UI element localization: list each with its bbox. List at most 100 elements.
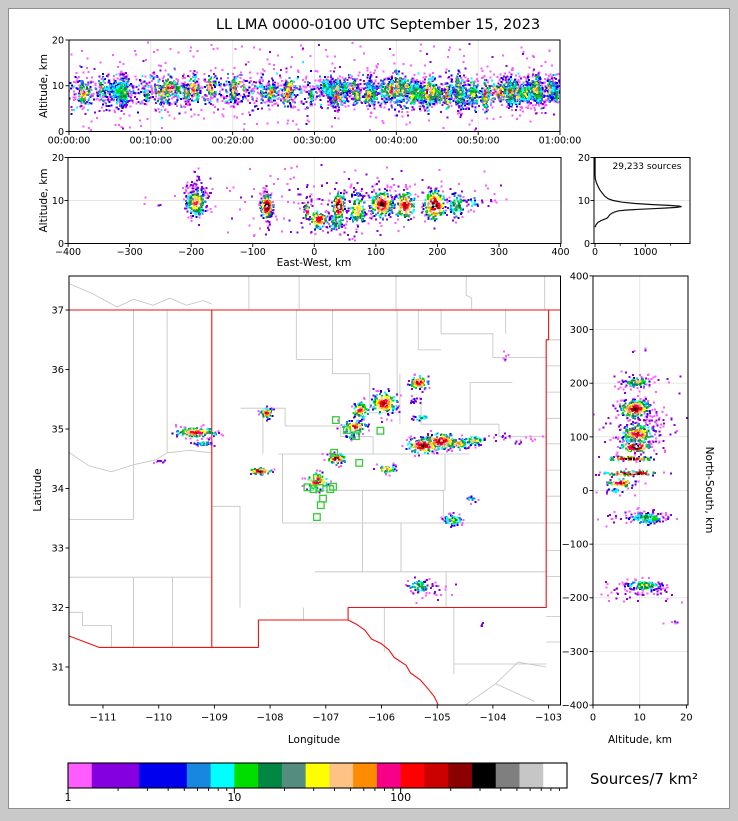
tick-label: 300 <box>570 325 589 336</box>
tick-label: −103 <box>535 713 562 724</box>
colorbar-segment <box>281 763 307 788</box>
tick-label: −400 <box>562 701 589 712</box>
tick-label: 100 <box>367 247 385 258</box>
tick-label: 31 <box>52 662 64 673</box>
tick-label: 400 <box>570 271 589 282</box>
colorbar-segment <box>329 763 354 788</box>
scatter-points <box>69 41 560 131</box>
panel-border <box>68 275 561 706</box>
ns-ylabel: North-South, km <box>703 447 715 534</box>
tick-label: −200 <box>178 247 204 258</box>
scatter-layer <box>630 472 636 475</box>
tick-label: −110 <box>145 713 172 724</box>
lma-station-marker <box>331 416 340 425</box>
scatter-layer <box>80 79 559 105</box>
tick-label: 01:00:00 <box>539 136 582 147</box>
ew-height-ylabel: Altitude, km <box>38 168 50 232</box>
lma-station-marker <box>351 432 360 441</box>
colorbar-segment <box>186 763 212 788</box>
tick-label: 1000 <box>633 247 657 258</box>
colorbar-segment <box>543 763 568 788</box>
scatter-layer <box>426 91 429 94</box>
tick-label: 34 <box>52 484 64 495</box>
map-xlabel: Longitude <box>288 734 340 746</box>
border-line <box>465 276 473 310</box>
scatter-layer <box>143 165 508 242</box>
tick-label: 20 <box>52 35 64 46</box>
tick-label: 35 <box>52 424 64 435</box>
page-title: LL LMA 0000-0100 UTC September 15, 2023 <box>216 16 540 33</box>
border-line <box>295 310 333 360</box>
border-line <box>340 426 374 454</box>
tick-label: 10 <box>578 196 590 207</box>
colorbar-segment <box>400 763 425 788</box>
tick-label: −400 <box>55 247 81 258</box>
tick-label: 200 <box>570 379 589 390</box>
border-line <box>420 396 499 425</box>
border-line <box>69 611 112 648</box>
time-height-ylabel: Altitude, km <box>38 54 50 118</box>
colorbar-segment <box>376 763 402 788</box>
tick-label: 10 <box>633 713 645 724</box>
tick-label: 10 <box>227 791 241 804</box>
tick-label: −100 <box>240 247 266 258</box>
tick-label: 0 <box>58 239 64 250</box>
border-line <box>495 661 547 684</box>
border-line <box>69 283 212 308</box>
lma-station-marker <box>329 482 337 491</box>
colorbar-segment <box>424 763 449 788</box>
scatter-layer <box>635 446 638 449</box>
lma-station-marker <box>330 448 339 457</box>
tick-label: −108 <box>257 713 284 724</box>
colorbar-segment <box>68 763 93 788</box>
tick-label: 1 <box>65 791 72 804</box>
lma-station-marker <box>312 473 321 482</box>
tick-label: −105 <box>424 713 451 724</box>
tick-label: −107 <box>312 713 339 724</box>
tick-label: 37 <box>52 305 64 316</box>
scatter-layer <box>79 67 559 114</box>
scatter-points <box>593 347 688 625</box>
tick-label: −100 <box>562 540 589 551</box>
border-line <box>440 310 547 358</box>
border-line <box>69 450 212 473</box>
altitude-histogram-curve <box>594 157 682 228</box>
scatter-layer <box>69 41 560 131</box>
tick-label: −111 <box>90 713 117 724</box>
tick-label: 400 <box>551 247 569 258</box>
tick-label: 00:10:00 <box>129 136 172 147</box>
colorbar-segment <box>353 763 378 788</box>
scatter-layer <box>613 380 648 486</box>
tick-label: 0 <box>590 713 596 724</box>
tick-label: 00:40:00 <box>375 136 418 147</box>
tick-label: 33 <box>52 543 64 554</box>
tick-label: 100 <box>570 432 589 443</box>
colorbar-segment <box>210 763 235 788</box>
colorbar: 1 10 100 <box>65 762 568 804</box>
border-line <box>211 505 241 608</box>
colorbar-segment <box>471 763 497 788</box>
scatter-layer <box>593 347 688 625</box>
border-line <box>417 310 442 351</box>
colorbar-label: Sources/7 km² <box>590 770 698 788</box>
tick-label: 10 <box>52 81 64 92</box>
tick-label: 0 <box>582 486 588 497</box>
tick-label: 100 <box>390 791 411 804</box>
tick-label: −106 <box>368 713 395 724</box>
lma-station-marker <box>343 426 351 435</box>
tick-label: 20 <box>680 713 692 724</box>
tick-label: −104 <box>479 713 506 724</box>
tick-label: 0 <box>58 127 64 138</box>
histogram-source-count: 29,233 sources <box>613 162 682 172</box>
tick-label: 32 <box>52 603 64 614</box>
time-height-panel: 00:00:00 00:10:00 00:20:00 00:30:00 00:40:00… <box>48 35 582 146</box>
ew-height-xlabel: East-West, km <box>277 257 352 269</box>
ns-xlabel: Altitude, km <box>608 734 672 746</box>
lma-station-marker <box>376 426 385 435</box>
tick-label: 00:50:00 <box>457 136 500 147</box>
border-line <box>332 310 370 375</box>
tick-label: 10 <box>52 196 64 207</box>
tick-label: 200 <box>428 247 446 258</box>
